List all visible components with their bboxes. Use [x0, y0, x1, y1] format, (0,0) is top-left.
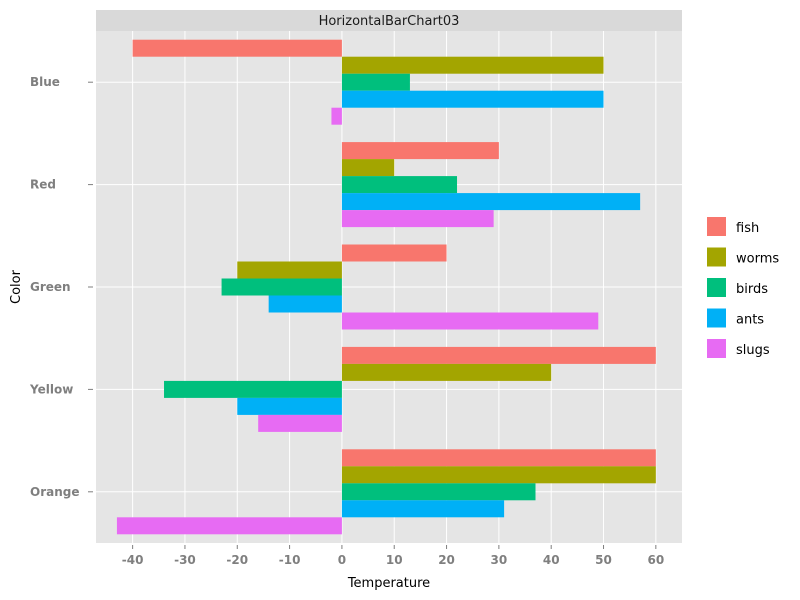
legend-swatch-ants [707, 308, 726, 328]
bar-yellow-ants [237, 397, 342, 415]
y-tick-label-red: Red [30, 178, 56, 192]
legend-label-birds: birds [736, 282, 768, 297]
x-tick-label: 20 [438, 553, 455, 567]
legend-label-fish: fish [736, 221, 759, 236]
x-tick-label: -10 [279, 553, 301, 567]
bar-green-fish [341, 244, 447, 262]
bar-yellow-slugs [258, 414, 342, 432]
x-tick-label: 60 [647, 553, 664, 567]
x-axis: -40 -30 -20 -10 0 10 20 30 40 50 60 [122, 545, 664, 567]
y-tick-label-orange: Orange [30, 485, 80, 499]
bar-red-birds [341, 176, 458, 194]
x-tick-label: -20 [226, 553, 248, 567]
bar-red-slugs [341, 210, 494, 228]
legend-swatch-birds [707, 278, 726, 297]
x-tick-label: -40 [122, 553, 144, 567]
y-tick-label-yellow: Yellow [29, 382, 73, 396]
x-tick-label: 10 [386, 553, 403, 567]
bar-green-birds [221, 278, 342, 296]
bars [116, 39, 656, 535]
bar-yellow-worms [341, 363, 552, 381]
facet-strip [96, 10, 682, 31]
bar-green-worms [237, 261, 342, 279]
x-tick-label: 50 [595, 553, 612, 567]
legend-label-ants: ants [736, 313, 764, 328]
x-tick-label: 30 [491, 553, 508, 567]
y-tick-label-blue: Blue [30, 75, 60, 89]
bar-red-ants [341, 193, 641, 211]
chart-title: HorizontalBarChart03 [319, 14, 460, 29]
bar-orange-ants [341, 500, 505, 518]
bar-blue-ants [341, 90, 604, 108]
bar-green-slugs [341, 312, 599, 330]
bar-red-fish [341, 142, 499, 160]
y-axis: Blue Red Green Yellow Orange [29, 75, 93, 499]
x-tick-label: -30 [174, 553, 196, 567]
bar-blue-birds [341, 73, 410, 91]
bar-blue-worms [341, 56, 604, 74]
bar-blue-slugs [331, 107, 342, 125]
bar-blue-fish [132, 39, 342, 57]
bar-orange-birds [341, 483, 536, 501]
legend-swatch-fish [707, 217, 726, 236]
bar-green-ants [268, 295, 342, 313]
legend-swatch-slugs [707, 339, 726, 358]
legend-swatch-worms [707, 247, 726, 267]
y-axis-title: Color [9, 269, 24, 304]
y-tick-label-green: Green [30, 280, 71, 294]
x-tick-label: 0 [338, 553, 346, 567]
bar-yellow-fish [341, 346, 656, 364]
bar-orange-fish [341, 449, 656, 467]
bar-orange-slugs [116, 517, 342, 535]
bar-yellow-birds [164, 380, 342, 398]
bar-orange-worms [341, 466, 656, 484]
x-axis-title: Temperature [347, 576, 430, 591]
bar-red-worms [341, 159, 395, 177]
legend-label-worms: worms [736, 252, 779, 267]
x-tick-label: 40 [543, 553, 560, 567]
legend: fish worms birds ants slugs [707, 217, 779, 358]
legend-label-slugs: slugs [736, 343, 770, 358]
